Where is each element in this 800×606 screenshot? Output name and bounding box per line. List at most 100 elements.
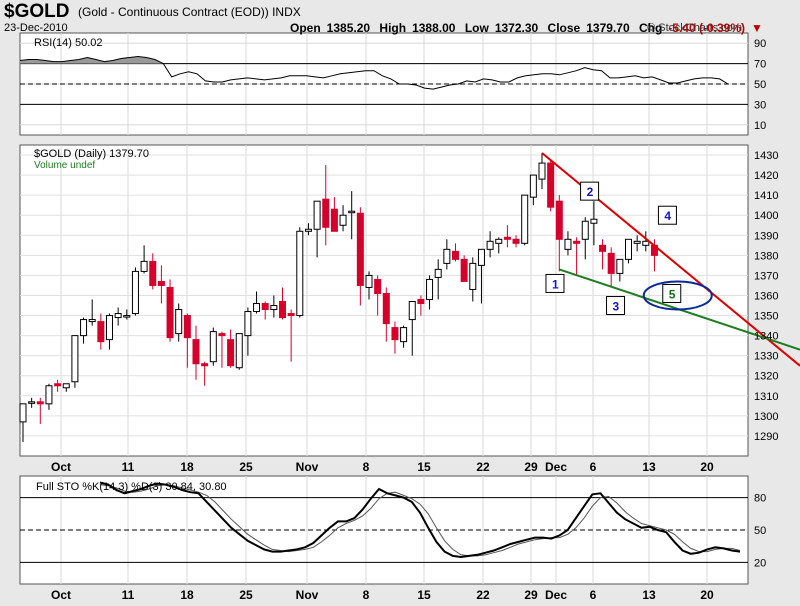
sto-x-tick-label: 18 — [180, 588, 194, 602]
chg-down-arrow-icon: ▼ — [751, 21, 763, 35]
candle-body — [590, 218, 598, 224]
sto-x-tick-label: 22 — [476, 588, 490, 602]
candle-body — [417, 298, 425, 305]
sto-x-tick-label: 25 — [239, 588, 253, 602]
candle-body — [642, 240, 650, 246]
wave-label-text: 5 — [669, 287, 676, 301]
high-label: High — [379, 21, 407, 35]
price-x-tick-label: 6 — [590, 460, 597, 474]
candle-body — [547, 162, 555, 208]
price-x-tick-label: 8 — [363, 460, 370, 474]
candle-body — [166, 286, 174, 339]
quote-bar: Open 1385.20 High 1388.00 Low 1372.30 Close… — [290, 21, 769, 35]
sto-y-tick-label: 20 — [754, 557, 766, 569]
candle-body — [149, 260, 157, 286]
candle-body — [538, 162, 546, 180]
candle-body — [244, 311, 252, 337]
sto-x-tick-label: 20 — [700, 588, 714, 602]
rsi-y-tick-label: 50 — [754, 79, 766, 91]
candle-body — [235, 333, 243, 369]
wave-label-text: 4 — [664, 209, 671, 223]
wave-label-box — [606, 296, 626, 316]
rsi-line — [19, 55, 729, 90]
candle-body — [201, 363, 209, 367]
candle-body — [607, 252, 615, 274]
candle-body — [460, 258, 468, 282]
wave-label-text: 1 — [552, 277, 559, 291]
candle-body — [19, 403, 27, 423]
candle-body — [599, 244, 607, 252]
rsi-overbought-fill — [20, 56, 728, 64]
price-y-tick-label: 1290 — [754, 431, 778, 443]
candle-body — [140, 260, 148, 272]
sto-x-tick-label: 8 — [363, 588, 370, 602]
candle-body — [227, 339, 235, 367]
price-x-tick-label: Nov — [296, 460, 319, 474]
candle-body — [616, 258, 624, 274]
price-x-tick-label: 25 — [239, 460, 253, 474]
low-value: 1372.30 — [494, 21, 539, 35]
symbol: $GOLD — [4, 1, 70, 22]
sto-x-tick-label: 6 — [590, 588, 597, 602]
sto-k-line — [99, 481, 741, 559]
price-y-tick-label: 1320 — [754, 371, 778, 383]
price-y-tick-label: 1400 — [754, 210, 778, 222]
sto-y-tick-label: 80 — [754, 493, 766, 505]
candle-body — [382, 292, 390, 325]
sto-x-tick-label: Oct — [51, 588, 71, 602]
candle-body — [123, 315, 131, 318]
candle-body — [261, 303, 269, 311]
candle-body — [469, 262, 477, 290]
candle-body — [348, 210, 356, 214]
wave-label-box — [580, 181, 600, 201]
wave-label-text: 2 — [587, 185, 594, 199]
candle-body — [529, 174, 537, 198]
candle-body — [97, 321, 105, 343]
candle-body — [88, 319, 96, 323]
candle-body — [45, 385, 53, 405]
candle-body — [434, 268, 442, 278]
price-y-tick-label: 1330 — [754, 351, 778, 363]
price-x-tick-label: 18 — [180, 460, 194, 474]
wave-label-box — [657, 205, 677, 225]
candle-body — [477, 248, 485, 266]
open-label: Open — [290, 21, 321, 35]
candle-body — [313, 200, 321, 230]
candle-body — [400, 327, 408, 343]
price-title: $GOLD (Daily) 1379.70 — [34, 148, 149, 160]
candle-body — [192, 339, 200, 365]
price-x-tick-label: Oct — [51, 460, 71, 474]
candle-body — [253, 303, 261, 313]
price-x-tick-label: 22 — [476, 460, 490, 474]
candle-body — [408, 301, 416, 321]
sto-title: Full STO %K(14,3) %D(3) 30.84, 30.80 — [36, 481, 227, 493]
candle-body — [270, 305, 278, 311]
candle-body — [71, 335, 79, 383]
candle-body — [62, 383, 70, 389]
wave-label-box — [662, 283, 682, 303]
sto-x-tick-label: Nov — [296, 588, 319, 602]
candle-body — [486, 240, 494, 250]
candle-body — [633, 240, 641, 244]
candle-body — [495, 238, 503, 244]
chg-value: -5.40 (-0.39%) — [668, 21, 745, 35]
candle-body — [209, 331, 217, 363]
candle-body — [183, 315, 191, 339]
candle-body — [322, 198, 330, 228]
candle-body — [452, 250, 459, 260]
sto-x-tick-label: 15 — [417, 588, 431, 602]
price-y-tick-label: 1380 — [754, 250, 778, 262]
candle-body — [218, 333, 226, 337]
price-y-tick-label: 1410 — [754, 190, 778, 202]
close-value: 1379.70 — [586, 21, 630, 35]
rsi-title: RSI(14) 50.02 — [34, 37, 102, 49]
price-y-tick-label: 1360 — [754, 290, 778, 302]
rsi-y-tick-label: 90 — [754, 38, 766, 50]
wave-label-text: 3 — [613, 300, 620, 314]
candle-body — [330, 208, 338, 232]
sto-d-line — [99, 484, 741, 557]
candle-body — [80, 319, 88, 337]
sto-x-tick-label: 29 — [524, 588, 538, 602]
candle-body — [36, 401, 44, 405]
